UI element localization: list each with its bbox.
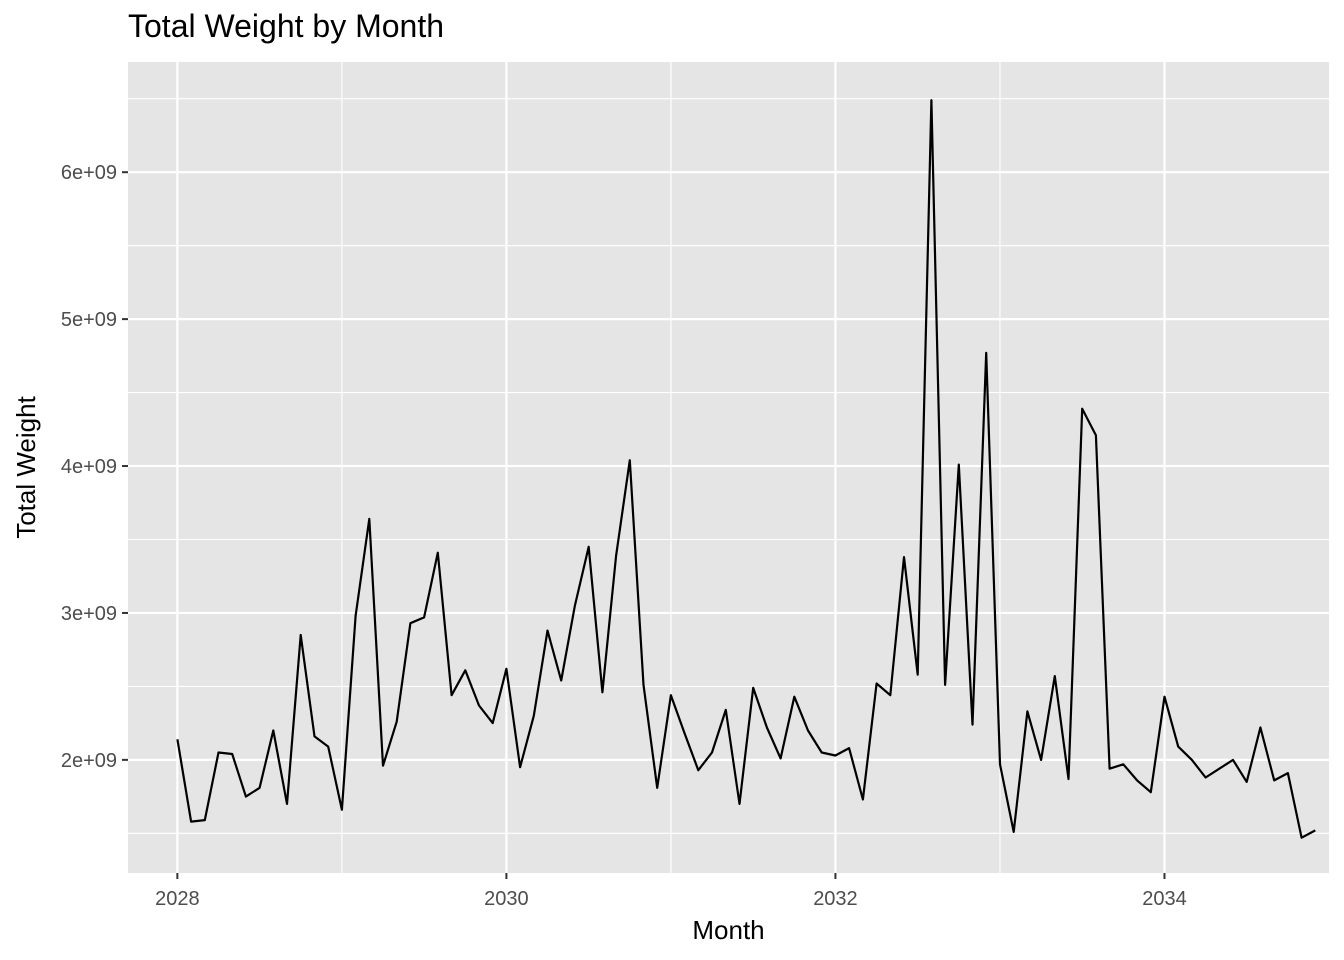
plot-panel <box>128 62 1329 873</box>
major-gridlines <box>128 62 1329 873</box>
y-tick-label: 2e+09 <box>61 750 117 772</box>
x-tick-label: 2034 <box>1142 888 1187 910</box>
x-tick-label: 2030 <box>484 888 529 910</box>
chart-title: Total Weight by Month <box>128 8 445 44</box>
x-axis: 2028 2030 2032 2034 <box>155 873 1187 910</box>
minor-gridlines <box>128 62 1329 873</box>
y-tick-label: 5e+09 <box>61 309 117 331</box>
x-axis-title: Month <box>692 915 764 945</box>
x-tick-label: 2032 <box>813 888 858 910</box>
y-tick-label: 6e+09 <box>61 162 117 184</box>
y-tick-label: 3e+09 <box>61 603 117 625</box>
y-axis-title: Total Weight <box>11 395 41 538</box>
series-line <box>176 99 1316 839</box>
y-tick-label: 4e+09 <box>61 456 117 478</box>
y-axis: 2e+09 3e+09 4e+09 5e+09 6e+09 <box>61 162 128 772</box>
x-tick-label: 2028 <box>155 888 200 910</box>
